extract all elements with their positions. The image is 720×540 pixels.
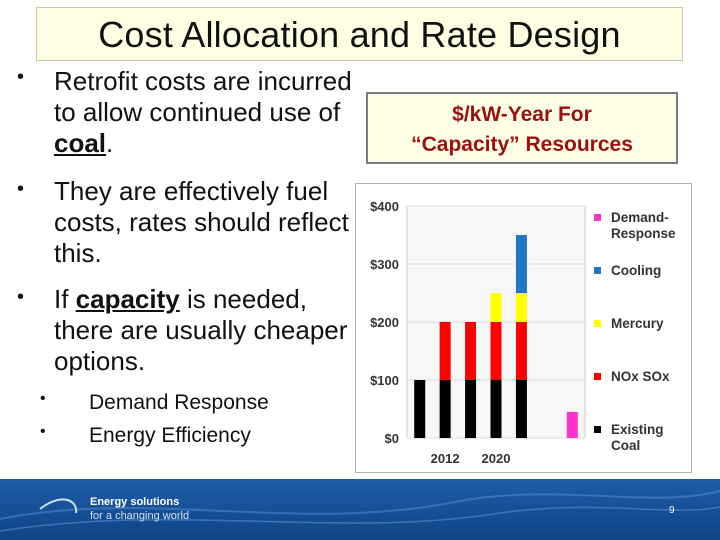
legend-label: Coal xyxy=(611,438,640,453)
legend-label: Demand- xyxy=(611,210,669,225)
bullet-text: They are effectively fuel costs, rates s… xyxy=(54,176,349,268)
bar-segment xyxy=(490,322,502,380)
page-number: 9 xyxy=(669,505,675,516)
chart-title-box: $/kW-Year For “Capacity” Resources xyxy=(366,92,678,164)
y-tick-label: $400 xyxy=(370,199,399,214)
bullet-text: If capacity is needed, there are usually… xyxy=(54,284,348,376)
y-tick-label: $300 xyxy=(370,257,399,272)
stacked-bar-chart: $0 $100 $200 $300 $400 2012 2020 Demand-Respons… xyxy=(370,199,676,466)
y-tick-label: $100 xyxy=(370,373,399,388)
bar-segment xyxy=(515,322,527,380)
bar-segment xyxy=(490,380,502,438)
footer-swirl-graphic xyxy=(0,490,720,532)
bar-segment xyxy=(439,322,451,380)
legend-label: Response xyxy=(611,226,676,241)
x-tick-label: 2020 xyxy=(482,451,511,466)
sub-bullet-marker: • xyxy=(40,423,46,440)
legend-swatch xyxy=(594,214,601,221)
footer-tagline: Energy solutions xyxy=(90,496,180,508)
y-tick-label: $0 xyxy=(385,431,399,446)
chart-panel: $0 $100 $200 $300 $400 2012 2020 Demand- Respons… xyxy=(355,183,692,473)
legend-swatch xyxy=(594,426,601,433)
chart-title-line2: “Capacity” Resources xyxy=(411,133,633,156)
footer-subtagline: for a changing world xyxy=(90,510,190,522)
bar-segment xyxy=(515,235,527,293)
bar-segment xyxy=(465,322,477,380)
chart-title-line1: $/kW-Year For xyxy=(452,103,592,126)
bullet-marker: • xyxy=(16,286,24,308)
x-tick-label: 2012 xyxy=(431,451,460,466)
bullet-emphasis: capacity xyxy=(75,284,180,314)
bar-segment xyxy=(515,293,527,322)
legend-label: Existing xyxy=(611,422,664,437)
legend-label: Mercury xyxy=(611,316,664,331)
bullet-marker: • xyxy=(16,178,24,200)
bullet-marker: • xyxy=(16,66,24,88)
legend-swatch xyxy=(594,373,601,380)
footer-band: Energy solutions for a changing world 9 xyxy=(0,479,720,540)
bar-segment xyxy=(465,380,477,438)
y-tick-label: $200 xyxy=(370,315,399,330)
bar-segment xyxy=(490,293,502,322)
bullet-text: Retrofit costs are incurred to allow con… xyxy=(54,66,352,158)
legend-label: Cooling xyxy=(611,263,661,278)
bullet-emphasis: coal xyxy=(54,128,107,158)
slide-title: Cost Allocation and Rate Design xyxy=(98,14,621,55)
bar-segment xyxy=(414,380,426,438)
sub-bullet-text: Energy Efficiency xyxy=(89,424,251,447)
legend-swatch xyxy=(594,320,601,327)
sub-bullet-marker: • xyxy=(40,390,46,407)
legend-swatch xyxy=(594,267,601,274)
bar-segment xyxy=(439,380,451,438)
title-box: Cost Allocation and Rate Design xyxy=(36,7,683,61)
legend-label: NOx SOx xyxy=(611,369,670,384)
bar-segment xyxy=(566,411,578,438)
bar-segment xyxy=(515,380,527,438)
sub-bullet-text: Demand Response xyxy=(89,391,269,414)
